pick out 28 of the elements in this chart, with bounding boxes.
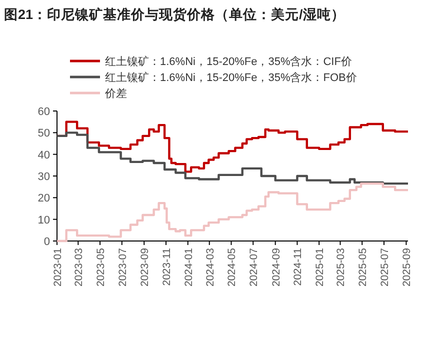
chart-title: 图21：印尼镍矿基准价与现货价格（单位：美元/湿吨） xyxy=(4,6,345,22)
x-tick-label: 2024-09 xyxy=(270,248,282,287)
y-tick-label: 40 xyxy=(38,149,50,162)
legend-label: 红土镍矿：1.6%Ni，15-20%Fe，35%含水：FOB价 xyxy=(105,71,357,84)
y-tick-label: 20 xyxy=(38,192,50,205)
y-tick-label: 30 xyxy=(38,171,50,183)
x-tick-label: 2023-05 xyxy=(95,248,108,287)
x-tick-label: 2023-07 xyxy=(116,248,129,287)
x-tick-label: 2023-03 xyxy=(73,248,86,287)
x-tick-label: 2025-07 xyxy=(378,248,391,287)
x-tick-label: 2024-03 xyxy=(204,248,216,287)
x-tick-label: 2024-07 xyxy=(248,248,260,287)
y-tick-label: 60 xyxy=(38,106,50,118)
x-tick-label: 2025-09 xyxy=(401,248,414,287)
x-tick-label: 2024-11 xyxy=(292,248,304,286)
x-tick-label: 2024-01 xyxy=(182,248,195,287)
x-tick-label: 2025-01 xyxy=(314,248,326,287)
y-tick-label: 0 xyxy=(44,236,50,248)
y-tick-label: 50 xyxy=(38,128,50,140)
x-tick-label: 2025-03 xyxy=(335,248,348,287)
y-tick-label: 10 xyxy=(38,214,50,226)
x-tick-label: 2025-05 xyxy=(357,248,370,287)
x-tick-label: 2024-05 xyxy=(226,248,238,287)
x-tick-label: 2023-09 xyxy=(139,248,152,287)
x-tick-label: 2023-11 xyxy=(160,248,173,286)
legend-label: 价差 xyxy=(104,88,127,100)
x-tick-label: 2023-01 xyxy=(52,248,64,287)
legend-label: 红土镍矿：1.6%Ni，15-20%Fe，35%含水：CIF价 xyxy=(105,55,352,68)
